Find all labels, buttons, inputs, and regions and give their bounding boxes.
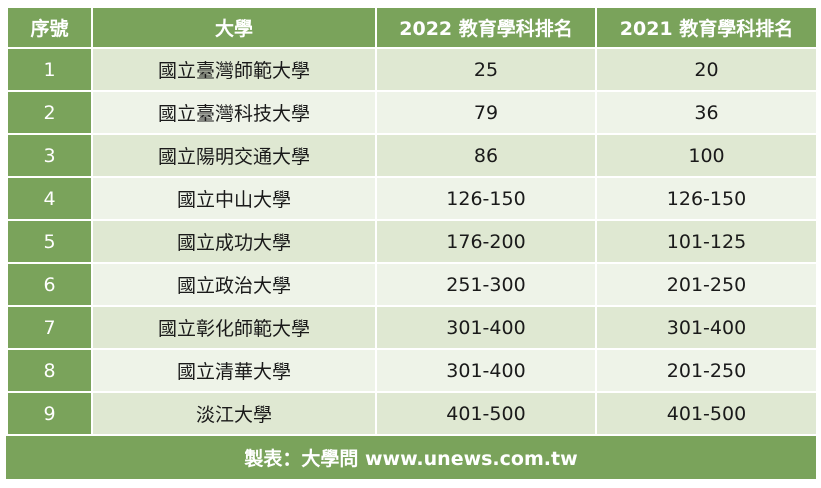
row-rank-2022: 176-200 (375, 219, 597, 264)
row-rank-2021: 101-125 (595, 219, 818, 264)
row-rank-2022: 251-300 (375, 262, 597, 307)
row-rank-2022: 79 (375, 90, 597, 135)
header-university: 大學 (91, 6, 377, 49)
source-footer: 製表：大學問 www.unews.com.tw (6, 436, 816, 479)
table-row: 8 國立清華大學 301-400 201-250 (6, 348, 818, 393)
row-rank-2021: 401-500 (595, 391, 818, 436)
row-rank-2021: 201-250 (595, 348, 818, 393)
row-rank-2021: 301-400 (595, 305, 818, 350)
row-index: 3 (6, 133, 93, 178)
header-rank-2022: 2022 教育學科排名 (375, 6, 597, 49)
table-row: 7 國立彰化師範大學 301-400 301-400 (6, 305, 818, 350)
row-rank-2021: 36 (595, 90, 818, 135)
row-index: 2 (6, 90, 93, 135)
row-index: 5 (6, 219, 93, 264)
row-rank-2021: 20 (595, 47, 818, 92)
table-row: 1 國立臺灣師範大學 25 20 (6, 47, 818, 92)
row-index: 8 (6, 348, 93, 393)
row-index: 9 (6, 391, 93, 436)
ranking-table-container: 序號 大學 2022 教育學科排名 2021 教育學科排名 1 國立臺灣師範大學… (6, 6, 818, 479)
table-header-row: 序號 大學 2022 教育學科排名 2021 教育學科排名 (6, 6, 818, 49)
row-rank-2022: 86 (375, 133, 597, 178)
row-rank-2021: 201-250 (595, 262, 818, 307)
row-index: 7 (6, 305, 93, 350)
row-university: 國立成功大學 (91, 219, 377, 264)
ranking-table: 序號 大學 2022 教育學科排名 2021 教育學科排名 1 國立臺灣師範大學… (6, 6, 818, 436)
row-rank-2022: 301-400 (375, 305, 597, 350)
row-university: 國立政治大學 (91, 262, 377, 307)
table-row: 9 淡江大學 401-500 401-500 (6, 391, 818, 436)
row-rank-2022: 25 (375, 47, 597, 92)
row-rank-2022: 126-150 (375, 176, 597, 221)
row-university: 國立臺灣科技大學 (91, 90, 377, 135)
row-rank-2022: 301-400 (375, 348, 597, 393)
table-row: 2 國立臺灣科技大學 79 36 (6, 90, 818, 135)
table-row: 3 國立陽明交通大學 86 100 (6, 133, 818, 178)
row-university: 淡江大學 (91, 391, 377, 436)
row-university: 國立清華大學 (91, 348, 377, 393)
header-rank-2021: 2021 教育學科排名 (595, 6, 818, 49)
table-row: 6 國立政治大學 251-300 201-250 (6, 262, 818, 307)
row-index: 6 (6, 262, 93, 307)
table-row: 5 國立成功大學 176-200 101-125 (6, 219, 818, 264)
footer-text: 製表：大學問 www.unews.com.tw (244, 448, 578, 470)
row-university: 國立彰化師範大學 (91, 305, 377, 350)
row-index: 1 (6, 47, 93, 92)
row-rank-2021: 100 (595, 133, 818, 178)
row-university: 國立中山大學 (91, 176, 377, 221)
row-university: 國立臺灣師範大學 (91, 47, 377, 92)
row-university: 國立陽明交通大學 (91, 133, 377, 178)
header-index: 序號 (6, 6, 93, 49)
row-rank-2022: 401-500 (375, 391, 597, 436)
table-row: 4 國立中山大學 126-150 126-150 (6, 176, 818, 221)
row-rank-2021: 126-150 (595, 176, 818, 221)
row-index: 4 (6, 176, 93, 221)
